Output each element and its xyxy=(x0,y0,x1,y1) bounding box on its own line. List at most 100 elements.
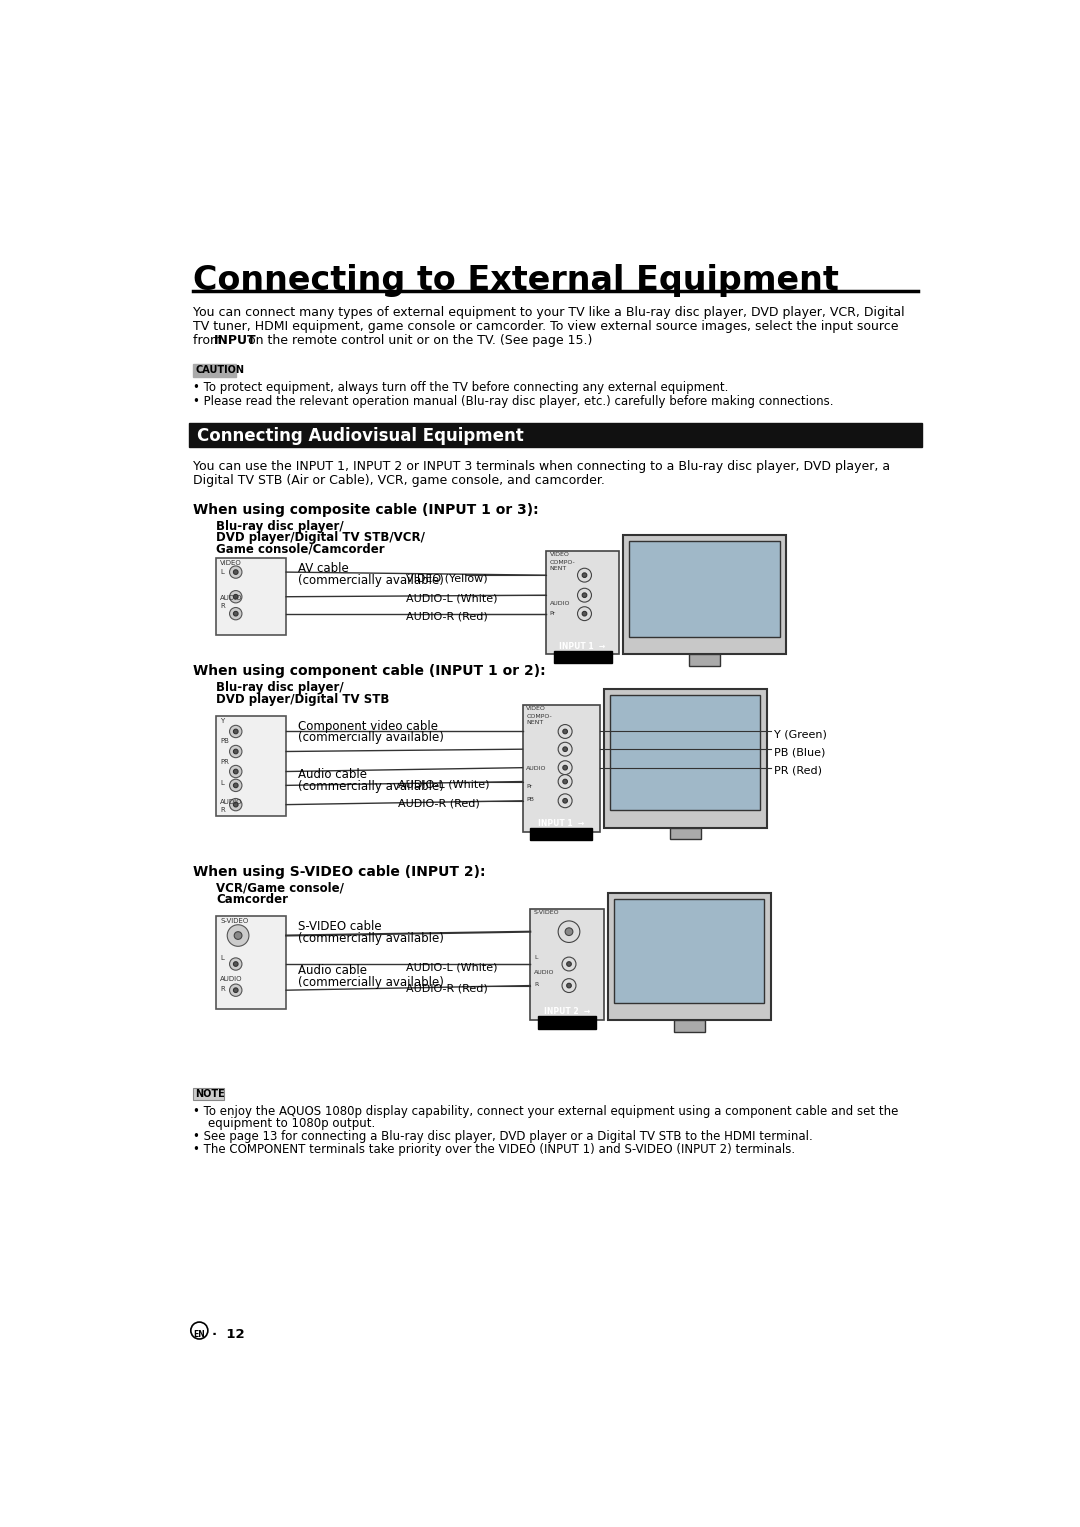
Text: NOTE: NOTE xyxy=(195,1089,226,1099)
Text: L: L xyxy=(535,954,538,960)
Text: PR: PR xyxy=(220,759,229,765)
Text: DVD player/Digital TV STB/VCR/: DVD player/Digital TV STB/VCR/ xyxy=(216,531,426,544)
Circle shape xyxy=(230,957,242,970)
Text: VIDEO (Yellow): VIDEO (Yellow) xyxy=(406,573,488,583)
Circle shape xyxy=(558,724,572,739)
Circle shape xyxy=(563,765,567,770)
Text: DVD player/Digital TV STB: DVD player/Digital TV STB xyxy=(216,693,390,705)
Text: PB: PB xyxy=(220,738,229,744)
Bar xyxy=(216,559,286,635)
Text: • To enjoy the AQUOS 1080p display capability, connect your external equipment u: • To enjoy the AQUOS 1080p display capab… xyxy=(193,1106,899,1118)
Text: VIDEO: VIDEO xyxy=(550,553,569,557)
Text: from: from xyxy=(193,334,226,347)
Text: AUDIO: AUDIO xyxy=(220,976,243,982)
Bar xyxy=(545,551,619,655)
Text: PR (Red): PR (Red) xyxy=(774,765,822,776)
Circle shape xyxy=(227,925,248,947)
Circle shape xyxy=(563,747,567,751)
Text: S-VIDEO: S-VIDEO xyxy=(535,910,559,915)
Text: When using S-VIDEO cable (INPUT 2):: When using S-VIDEO cable (INPUT 2): xyxy=(193,864,486,878)
Text: AUDIO: AUDIO xyxy=(526,767,546,771)
Circle shape xyxy=(567,983,571,988)
Text: R: R xyxy=(220,806,225,812)
Text: VCR/Game console/: VCR/Game console/ xyxy=(216,881,345,895)
Text: COMPO-: COMPO- xyxy=(550,560,576,565)
Circle shape xyxy=(234,931,242,939)
Text: INPUT 2  →: INPUT 2 → xyxy=(543,1008,590,1017)
Text: Component video cable: Component video cable xyxy=(298,719,437,733)
Bar xyxy=(193,365,235,377)
Text: INPUT 1  →: INPUT 1 → xyxy=(538,818,584,828)
Text: When using composite cable (INPUT 1 or 3):: When using composite cable (INPUT 1 or 3… xyxy=(193,502,539,516)
Circle shape xyxy=(191,1322,207,1339)
Text: AV cable: AV cable xyxy=(298,562,349,576)
Bar xyxy=(554,651,611,663)
Text: • To protect equipment, always turn off the TV before connecting any external eq: • To protect equipment, always turn off … xyxy=(193,382,729,394)
Circle shape xyxy=(233,570,238,574)
Text: L: L xyxy=(220,780,225,786)
Circle shape xyxy=(230,591,242,603)
Bar xyxy=(670,828,701,840)
Text: (commercially available): (commercially available) xyxy=(298,931,444,945)
Circle shape xyxy=(558,774,572,788)
Text: R: R xyxy=(535,982,538,986)
Bar xyxy=(216,716,286,815)
Text: VIDEO: VIDEO xyxy=(526,705,546,712)
Bar xyxy=(689,655,720,666)
Text: COMPO-: COMPO- xyxy=(526,713,552,719)
Text: PB (Blue): PB (Blue) xyxy=(774,747,826,757)
Text: • Please read the relevant operation manual (Blu-ray disc player, etc.) carefull: • Please read the relevant operation man… xyxy=(193,395,834,408)
Text: AUDIO-L (White): AUDIO-L (White) xyxy=(399,780,490,789)
Text: AUDIO: AUDIO xyxy=(220,799,243,805)
Circle shape xyxy=(233,770,238,774)
Circle shape xyxy=(582,573,586,577)
Bar xyxy=(523,704,600,832)
Circle shape xyxy=(558,742,572,756)
Circle shape xyxy=(230,567,242,579)
Circle shape xyxy=(567,962,571,967)
Circle shape xyxy=(230,765,242,777)
Text: Blu-ray disc player/: Blu-ray disc player/ xyxy=(216,519,345,533)
Text: EN: EN xyxy=(193,1330,205,1339)
Text: Digital TV STB (Air or Cable), VCR, game console, and camcorder.: Digital TV STB (Air or Cable), VCR, game… xyxy=(193,475,605,487)
Text: TV tuner, HDMI equipment, game console or camcorder. To view external source ima: TV tuner, HDMI equipment, game console o… xyxy=(193,321,899,333)
Text: INPUT 1  →: INPUT 1 → xyxy=(559,641,605,651)
Circle shape xyxy=(233,783,238,788)
Text: on the remote control unit or on the TV. (See page 15.): on the remote control unit or on the TV.… xyxy=(243,334,592,347)
Bar xyxy=(623,534,786,655)
Bar xyxy=(189,423,921,447)
Text: L: L xyxy=(220,570,225,576)
Circle shape xyxy=(233,802,238,806)
Text: CAUTION: CAUTION xyxy=(195,365,244,376)
Circle shape xyxy=(233,750,238,754)
Circle shape xyxy=(562,979,576,993)
Text: AUDIO: AUDIO xyxy=(220,596,243,602)
Text: AUDIO-L (White): AUDIO-L (White) xyxy=(406,962,498,973)
Text: • The COMPONENT terminals take priority over the VIDEO (INPUT 1) and S-VIDEO (IN: • The COMPONENT terminals take priority … xyxy=(193,1144,795,1156)
Bar xyxy=(674,1020,704,1032)
Text: AUDIO-R (Red): AUDIO-R (Red) xyxy=(406,612,488,621)
Circle shape xyxy=(563,799,567,803)
Circle shape xyxy=(582,611,586,615)
Text: PB: PB xyxy=(526,797,535,802)
Circle shape xyxy=(558,921,580,942)
Text: AUDIO: AUDIO xyxy=(550,600,570,606)
Circle shape xyxy=(230,799,242,811)
Circle shape xyxy=(233,962,238,967)
Text: R: R xyxy=(220,985,225,991)
Text: Audio cable: Audio cable xyxy=(298,768,367,782)
Text: Game console/Camcorder: Game console/Camcorder xyxy=(216,542,384,556)
Text: When using component cable (INPUT 1 or 2):: When using component cable (INPUT 1 or 2… xyxy=(193,664,545,678)
Text: You can use the INPUT 1, INPUT 2 or INPUT 3 terminals when connecting to a Blu-r: You can use the INPUT 1, INPUT 2 or INPU… xyxy=(193,461,890,473)
Text: Y (Green): Y (Green) xyxy=(774,730,827,739)
Text: VIDEO: VIDEO xyxy=(220,560,242,567)
Circle shape xyxy=(578,588,592,602)
Text: Pr: Pr xyxy=(526,783,532,789)
Circle shape xyxy=(230,745,242,757)
Circle shape xyxy=(563,779,567,783)
Text: NENT: NENT xyxy=(526,719,543,725)
Text: Y: Y xyxy=(220,718,225,724)
Circle shape xyxy=(230,608,242,620)
Text: R: R xyxy=(220,603,225,609)
Text: ·  12: · 12 xyxy=(212,1328,244,1341)
